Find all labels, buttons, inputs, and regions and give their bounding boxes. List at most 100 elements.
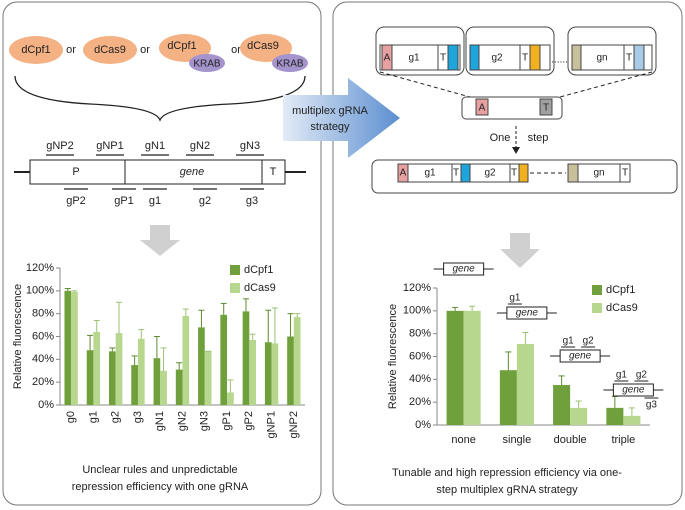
cassettes: A g1 T g2 T ....... gn T A T One step A … (371, 26, 678, 194)
assembled-label: T (453, 168, 459, 179)
bar (271, 343, 279, 405)
protein (159, 34, 211, 62)
assembled-label: g2 (484, 168, 496, 179)
protein-label: dCas9 (94, 44, 126, 56)
bar (249, 339, 256, 405)
protein-label: dCpf1 (21, 44, 50, 56)
x-tick-label: single (503, 434, 532, 446)
guide-label: gN1 (145, 140, 165, 152)
t-label: T (270, 166, 277, 178)
ellipsis: ....... (551, 55, 570, 66)
x-tick-label: g1 (87, 411, 99, 423)
guide-label: g1 (149, 195, 161, 207)
legend-swatch (592, 303, 602, 313)
cassette-label: T (522, 53, 528, 64)
y-tick-label: 60% (409, 350, 431, 362)
glyph-gene: gene (453, 264, 476, 275)
brace (14, 75, 306, 122)
krab (272, 54, 308, 72)
bar (204, 351, 212, 405)
y-tick-label: 100% (403, 305, 431, 317)
gene-box (29, 159, 286, 185)
y-tick-label: 80% (409, 328, 431, 340)
x-tick-label: double (554, 434, 587, 446)
x-tick-label: gN2 (176, 411, 188, 431)
y-tick-label: 0% (38, 399, 54, 411)
protein (9, 36, 63, 64)
protein (83, 36, 137, 64)
bar (160, 370, 167, 405)
x-tick-label: g2 (110, 411, 122, 423)
terminator (261, 159, 286, 185)
cassette-label: gn (596, 53, 607, 64)
bar (93, 331, 101, 405)
bar (71, 291, 78, 405)
legend-swatch (230, 283, 240, 293)
bar (570, 407, 588, 425)
x-tick-label: gN1 (154, 411, 166, 431)
glyph-guide: g2 (636, 370, 648, 381)
x-tick-label: gP1 (221, 411, 233, 431)
guide-label: gN2 (190, 140, 210, 152)
guide-label: gN3 (240, 140, 260, 152)
legend-label: dCpf1 (606, 284, 635, 296)
bar (227, 392, 234, 405)
bar (86, 350, 94, 405)
guide-label: gP2 (66, 195, 86, 207)
bar (198, 327, 205, 405)
vector-label: A (479, 103, 486, 114)
y-axis-label: Relative fluorescence (12, 284, 24, 389)
connector: or (66, 44, 76, 56)
x-tick-label: gP2 (243, 411, 255, 431)
bar (463, 310, 481, 425)
bar (137, 338, 145, 405)
connector: or (140, 44, 150, 56)
x-tick-label: none (451, 434, 475, 446)
assembled-label: T (622, 168, 628, 179)
guide-label: g3 (246, 195, 258, 207)
assembled-label: gn (593, 168, 604, 179)
caption: Unclear rules and unpredictable (82, 464, 237, 476)
y-tick-label: 40% (32, 353, 54, 365)
x-tick-label: g0 (65, 411, 77, 423)
bar (499, 370, 517, 425)
down-arrow (140, 225, 180, 256)
glyph-guide: g1 (509, 293, 521, 304)
x-tick-label: g3 (132, 411, 144, 423)
cassette-label: A (384, 53, 391, 64)
bar (153, 358, 161, 405)
connector: or (231, 44, 241, 56)
assembled-label: T (511, 168, 517, 179)
assembled-label: A (400, 168, 407, 179)
legend-swatch (230, 265, 240, 275)
glyph-guide: g3 (646, 400, 658, 411)
guide-label: gNP1 (96, 140, 124, 152)
bar (623, 415, 641, 425)
cassette-label: T (626, 53, 632, 64)
bar (182, 315, 190, 405)
glyph-gene: gene (622, 385, 645, 396)
krab-label: KRAB (276, 59, 304, 70)
glyph-gene: gene (569, 351, 592, 362)
glyph-guide: g1 (563, 336, 575, 347)
legend-label: dCas9 (244, 282, 276, 294)
bar (131, 365, 138, 405)
guide-label: gP1 (114, 195, 134, 207)
bar (220, 314, 228, 405)
down-arrow (500, 233, 540, 268)
glyph-guide: g2 (583, 336, 595, 347)
y-tick-label: 100% (26, 285, 54, 297)
promoter: P (72, 166, 79, 178)
arrow-label: strategy (310, 121, 350, 133)
bar (242, 311, 250, 405)
guide-label: g2 (199, 195, 211, 207)
cassette-label: g1 (408, 53, 420, 64)
x-tick-label: gNP1 (265, 411, 277, 439)
glyph-guide: g1 (616, 370, 628, 381)
bar (606, 407, 624, 425)
x-tick-label: gNP2 (288, 411, 300, 439)
bar (553, 385, 571, 425)
glyph-box (443, 262, 485, 276)
protein (240, 34, 292, 62)
